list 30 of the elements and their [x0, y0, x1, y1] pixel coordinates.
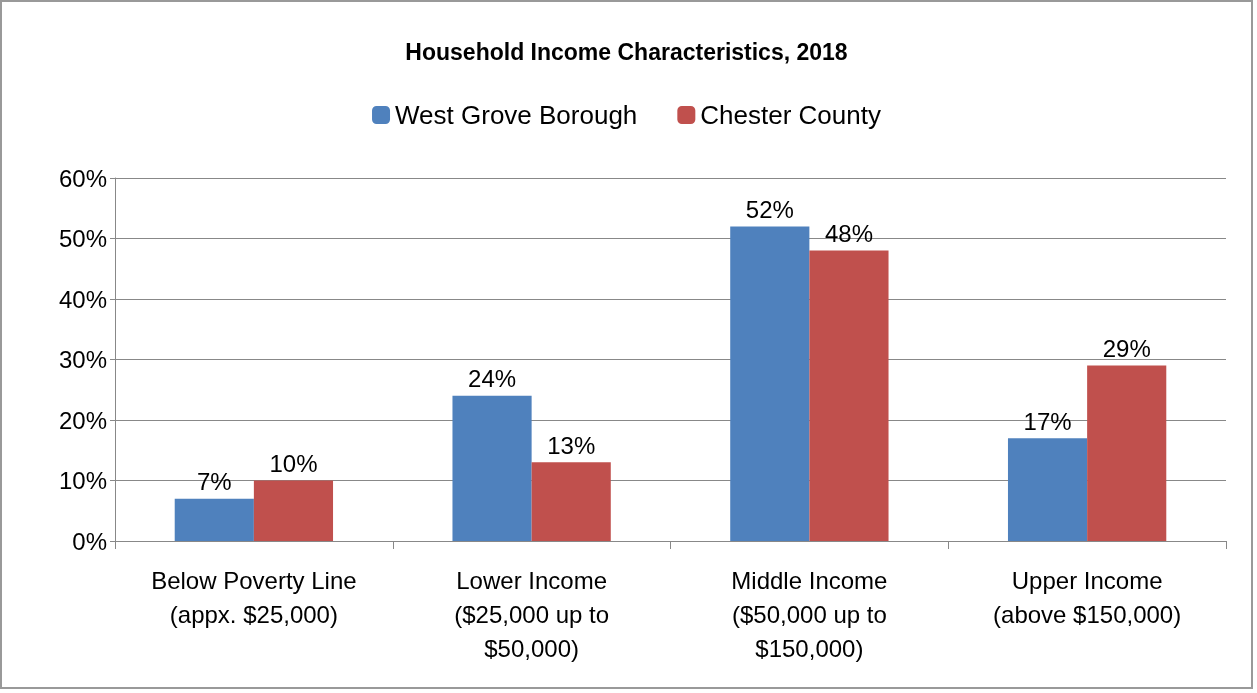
chart-title: Household Income Characteristics, 2018 [405, 38, 848, 65]
bar [174, 498, 254, 541]
bar [452, 395, 532, 541]
data-label: 24% [468, 365, 517, 393]
x-tick-label: Lower Income ($25,000 up to $50,000) [454, 566, 610, 662]
data-label: 29% [1102, 335, 1151, 363]
x-tick-label: Below Poverty Line (appx. $25,000) [151, 566, 357, 628]
legend-label: West Grove Borough [395, 100, 638, 130]
bar [1007, 438, 1088, 541]
x-tick-label: Upper Income (above $150,000) [993, 566, 1182, 628]
bar [730, 226, 810, 541]
y-tick-label: 30% [58, 346, 107, 373]
data-label: 7% [196, 468, 232, 496]
bar [531, 462, 611, 541]
data-label: 17% [1023, 407, 1072, 435]
y-tick-label: 20% [58, 406, 107, 434]
bar [809, 250, 889, 541]
x-tick-label: Middle Income ($50,000 up to $150,000) [731, 566, 888, 662]
bar [253, 480, 334, 541]
bar [1087, 365, 1167, 541]
data-label: 52% [745, 195, 794, 223]
y-tick-label: 40% [58, 285, 107, 313]
data-label: 48% [824, 220, 873, 248]
legend-label: Chester County [700, 100, 881, 130]
y-tick-label: 0% [72, 527, 107, 555]
data-label: 10% [269, 450, 318, 477]
y-tick-label: 10% [58, 467, 107, 494]
data-label: 13% [547, 431, 596, 459]
y-tick-label: 60% [58, 164, 107, 192]
y-tick-label: 50% [58, 225, 107, 252]
